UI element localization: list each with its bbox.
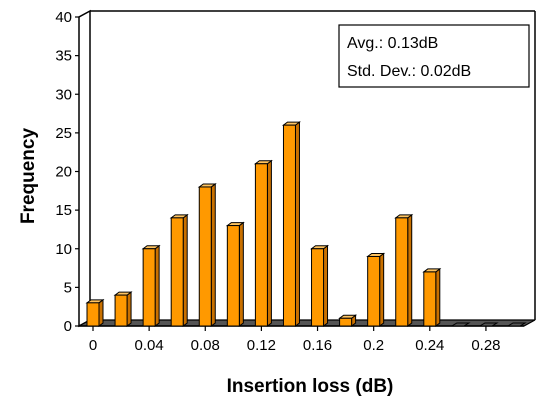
- bar-side: [210, 182, 216, 327]
- bar-front: [170, 217, 184, 327]
- bar-front: [114, 294, 128, 327]
- bar-side: [407, 213, 413, 327]
- bar-front: [282, 124, 296, 327]
- bar-side: [323, 244, 329, 327]
- plot-floor: [78, 319, 536, 327]
- bar-front: [86, 302, 100, 327]
- bar: [141, 244, 161, 327]
- bar-front: [142, 248, 156, 327]
- bar-side: [98, 298, 104, 327]
- x-tick-label: 0: [89, 337, 97, 354]
- x-axis-ticks: 0 0.04 0.08 0.12 0.16 0.2 0.24 0.28: [89, 326, 501, 354]
- y-axis-title: Frequency: [18, 128, 39, 225]
- bar-side: [238, 221, 244, 327]
- y-tick-label: 25: [55, 125, 72, 142]
- bar-side: [154, 244, 160, 327]
- stats-annotation-box: Avg.: 0.13dB Std. Dev.: 0.02dB: [338, 24, 530, 88]
- bar: [422, 267, 442, 327]
- x-tick-label: 0.24: [415, 337, 444, 354]
- y-tick-label: 15: [55, 202, 72, 219]
- bar-side: [435, 267, 441, 327]
- x-tick-label: 0.12: [247, 337, 276, 354]
- x-tick-label: 0.16: [303, 337, 332, 354]
- bar-front: [254, 163, 268, 327]
- bar: [450, 322, 471, 327]
- bar-series: [85, 121, 527, 327]
- bar: [85, 298, 105, 327]
- x-axis-title: Insertion loss (dB): [227, 376, 394, 397]
- bar-front: [198, 186, 212, 327]
- y-tick-label: 20: [55, 164, 72, 181]
- bar-front: [423, 271, 437, 327]
- bar-front: [311, 248, 325, 327]
- y-axis-ticks: 0 5 10 15 20 25 30 35 40: [55, 9, 79, 335]
- y-tick-label: 40: [55, 9, 72, 26]
- bar: [169, 213, 189, 327]
- bar-front: [339, 317, 353, 327]
- x-tick-label: 0.28: [471, 337, 500, 354]
- std-dev-annotation: Std. Dev.: 0.02dB: [347, 63, 471, 80]
- bar-side: [126, 291, 132, 327]
- y-tick-label: 5: [64, 279, 72, 296]
- x-tick-label: 0.04: [135, 337, 164, 354]
- bar-side: [266, 159, 272, 327]
- y-tick-label: 0: [64, 318, 72, 335]
- bar: [338, 314, 358, 327]
- bar: [281, 121, 301, 327]
- bar-front: [367, 255, 381, 327]
- average-annotation: Avg.: 0.13dB: [347, 35, 438, 52]
- bar-front: [395, 217, 409, 327]
- left-wall: [78, 9, 91, 328]
- bar-side: [294, 121, 300, 327]
- bar: [253, 159, 273, 327]
- bar-side: [182, 213, 188, 327]
- bar-empty-cap: [506, 322, 527, 327]
- bar: [197, 182, 217, 327]
- bar: [478, 322, 499, 327]
- bar-empty-cap: [478, 322, 499, 327]
- bar-empty-cap: [450, 322, 471, 327]
- bar: [394, 213, 414, 327]
- bar: [366, 252, 386, 327]
- bar: [506, 322, 527, 327]
- y-tick-label: 35: [55, 48, 72, 65]
- bar-side: [379, 252, 385, 327]
- bar: [310, 244, 330, 327]
- bar-front: [226, 225, 240, 327]
- x-tick-label: 0.2: [363, 337, 384, 354]
- bar: [225, 221, 245, 327]
- y-tick-label: 30: [55, 86, 72, 103]
- y-tick-label: 10: [55, 241, 72, 258]
- bar: [113, 291, 133, 327]
- x-tick-label: 0.08: [191, 337, 220, 354]
